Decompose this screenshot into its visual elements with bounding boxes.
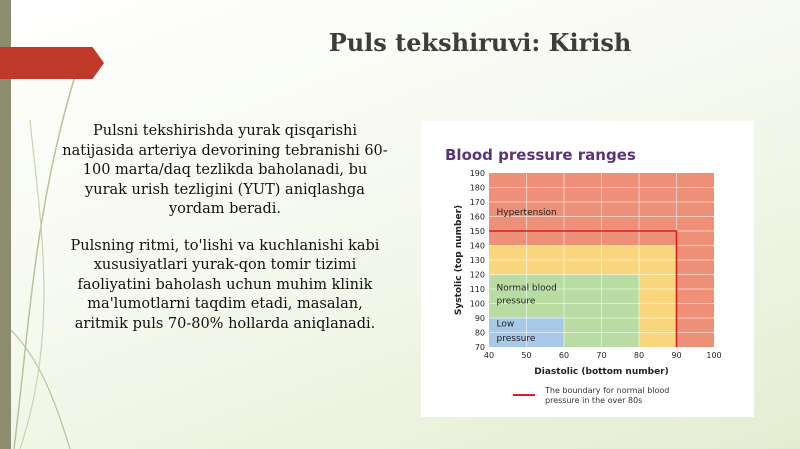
body-paragraph-1: Pulsni tekshirishda yurak qisqarishi nat… (62, 123, 388, 217)
y-tick-label: 70 (475, 343, 485, 352)
x-tick-label: 60 (559, 351, 569, 360)
slide-body: Pulsni tekshirishda yurak qisqarishi nat… (60, 122, 390, 351)
zone-label-low-line2: pressure (497, 334, 536, 344)
y-tick-label: 140 (470, 242, 485, 251)
slide-title: Puls tekshiruvi: Kirish (328, 28, 632, 57)
x-axis-label: Diastolic (bottom number) (534, 367, 668, 377)
blood-pressure-chart: Blood pressure ranges Hypertension Normal … (445, 146, 722, 405)
chart-card: Blood pressure ranges Hypertension Normal … (421, 121, 754, 417)
y-tick-label: 110 (470, 285, 485, 294)
y-tick-label: 150 (470, 227, 485, 236)
left-accent-bar (0, 0, 11, 449)
y-tick-label: 180 (470, 184, 485, 193)
title-arrow-accent (0, 47, 104, 79)
y-axis-label: Systolic (top number) (454, 205, 464, 315)
x-tick-label: 40 (484, 351, 494, 360)
y-tick-label: 130 (470, 256, 485, 265)
legend-text-line2: pressure in the over 80s (545, 396, 642, 405)
x-tick-label: 70 (596, 351, 606, 360)
zone-label-low-line1: Low (497, 320, 515, 330)
y-tick-label: 190 (470, 169, 485, 178)
x-tick-label: 90 (671, 351, 681, 360)
boundary-line (489, 230, 678, 347)
y-tick-label: 80 (475, 329, 485, 338)
x-tick-label: 80 (634, 351, 644, 360)
y-tick-label: 90 (475, 314, 485, 323)
zone-label-normal-line2: pressure (497, 297, 536, 307)
legend-text-line1: The boundary for normal blood (544, 386, 669, 395)
y-tick-label: 170 (470, 198, 485, 207)
y-tick-label: 120 (470, 271, 485, 280)
body-paragraph-2: Pulsning ritmi, to'lishi va kuchlanishi … (70, 237, 380, 332)
zone-label-hypertension: Hypertension (497, 208, 557, 218)
x-tick-label: 50 (521, 351, 531, 360)
zone-label-normal-line1: Normal blood (497, 283, 557, 293)
x-tick-label: 100 (706, 351, 721, 360)
y-tick-label: 160 (470, 213, 485, 222)
decorative-curves (10, 59, 81, 449)
chart-title: Blood pressure ranges (445, 146, 636, 164)
y-tick-label: 100 (470, 300, 485, 309)
